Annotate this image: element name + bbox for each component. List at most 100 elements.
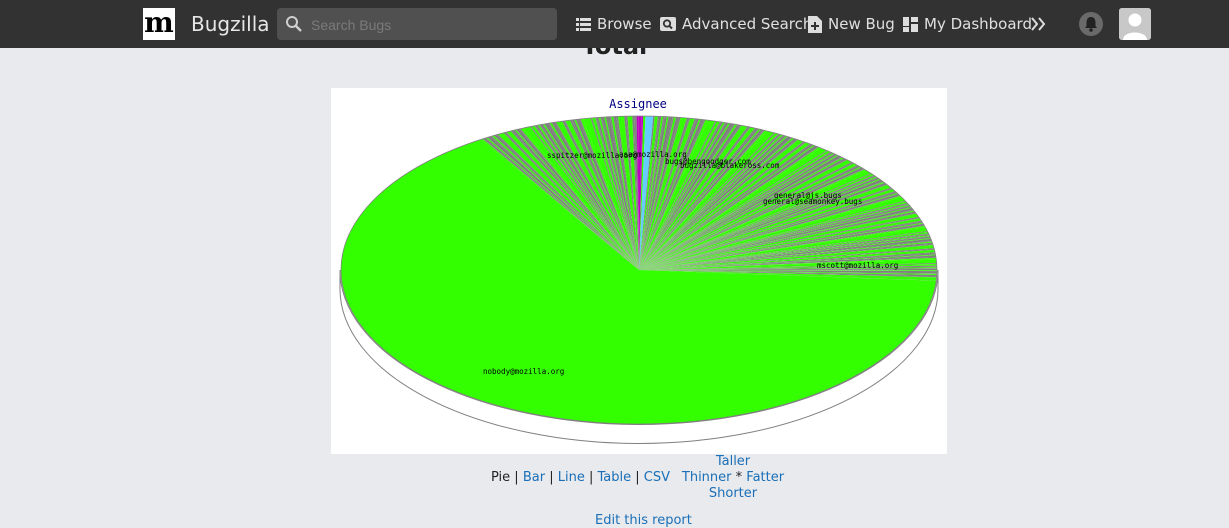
- pie-slice-small: [639, 240, 932, 270]
- pie-slice-small: [639, 176, 878, 270]
- pie-slice-small: [516, 128, 639, 270]
- pie-slice-small: [639, 162, 855, 270]
- slice-label-sspitzer: sspitzer@mozilla.org: [547, 151, 637, 160]
- pie-slice-small: [535, 125, 639, 270]
- pie-slice-small: [493, 134, 639, 270]
- pie-slice-small: [639, 270, 937, 281]
- format-table-link[interactable]: Table: [597, 470, 632, 485]
- pie-slice-small: [639, 132, 776, 270]
- pie-slice-small: [639, 201, 908, 270]
- slice-label-general-seamonkey: general@seamonkey.bugs: [763, 197, 862, 206]
- pie-slice-small: [639, 233, 929, 270]
- pie-slice-small: [503, 132, 639, 270]
- pie-slice-small: [580, 118, 639, 270]
- pie-slice-small: [639, 136, 788, 270]
- pie-slice-small: [548, 123, 639, 270]
- pie-slice-small: [600, 117, 639, 270]
- slice-labels: sspitzer@mozilla.org asa@mozilla.org bug…: [483, 150, 898, 376]
- pie-slice-small: [639, 116, 646, 270]
- nav-my-dashboard[interactable]: My Dashboard: [903, 14, 1032, 34]
- pie-slice-small: [639, 118, 695, 270]
- pie-slice-small: [639, 170, 872, 270]
- nav-browse[interactable]: Browse: [576, 14, 652, 34]
- pie-slice-small: [639, 166, 862, 270]
- pie-slice-small: [639, 116, 664, 270]
- pie-slice-small: [639, 209, 914, 270]
- nav-advanced-search-label: Advanced Search: [682, 15, 813, 33]
- pie-slice-small: [639, 205, 912, 270]
- pie-slice-small: [639, 135, 787, 270]
- pie-slice-nobody: [341, 139, 937, 424]
- pie-slice-small: [639, 241, 933, 270]
- pie-slice-small: [639, 155, 842, 270]
- search-box[interactable]: [277, 8, 557, 42]
- pie-slice-small: [639, 270, 937, 274]
- bugzilla-logo[interactable]: m: [143, 6, 175, 40]
- pie-slice-small: [562, 120, 639, 270]
- pie-slice-small: [639, 143, 812, 270]
- brand-name[interactable]: Bugzilla: [191, 12, 270, 36]
- pie-slice-small: [639, 184, 891, 270]
- pie-slice-small: [639, 242, 933, 270]
- size-separator: *: [735, 470, 743, 485]
- user-avatar-button[interactable]: [1119, 8, 1151, 40]
- thinner-link[interactable]: Thinner: [681, 470, 732, 485]
- pie-slice-small: [639, 254, 936, 270]
- nav-new-bug[interactable]: New Bug: [808, 14, 895, 34]
- pie-slice-small: [639, 127, 755, 270]
- pie-slice-small: [639, 270, 937, 275]
- pie-slice-small: [639, 270, 937, 278]
- pie-slice-small: [639, 189, 895, 270]
- double-chevron-right-icon[interactable]: [1030, 14, 1046, 34]
- notifications-button[interactable]: [1079, 12, 1103, 36]
- format-line-link[interactable]: Line: [557, 470, 585, 485]
- pie-slice-small: [485, 137, 639, 270]
- pie-slice-small: [639, 181, 885, 270]
- pie-slice-small: [639, 195, 901, 270]
- pie-slice-small: [487, 136, 639, 270]
- slice-label-asa: asa@mozilla.org: [619, 150, 687, 159]
- slice-label-nobody: nobody@mozilla.org: [483, 367, 564, 376]
- new-bug-icon: [808, 15, 822, 33]
- pie-slice-small: [639, 197, 906, 270]
- pie-slice-small: [639, 257, 937, 270]
- pie-slice-small: [639, 150, 831, 270]
- nav-advanced-search[interactable]: Advanced Search: [660, 14, 812, 34]
- pie-slice-small: [481, 138, 639, 270]
- pie-slice-small: [639, 152, 833, 270]
- pie-slice-small: [609, 116, 639, 270]
- pie-slice-small: [639, 116, 673, 270]
- pie-slice-small: [639, 118, 697, 270]
- pie-slice-small: [582, 118, 639, 271]
- pie-slice-small: [632, 116, 639, 270]
- pie-slice-small: [639, 116, 658, 270]
- shorter-link[interactable]: Shorter: [708, 486, 758, 501]
- pie-slice-small: [617, 116, 639, 270]
- slice-label-mscott: mscott@mozilla.org: [817, 261, 898, 270]
- pie-slice-small: [639, 244, 934, 270]
- pie-slice-small: [639, 184, 888, 270]
- pie-slice-small: [639, 200, 906, 270]
- pie-slice-small: [537, 124, 639, 270]
- pie-slice-small: [639, 179, 881, 270]
- taller-link[interactable]: Taller: [715, 454, 751, 469]
- pie-slice-small: [554, 122, 639, 270]
- pie-slice-small: [510, 130, 639, 270]
- pie-slice-small: [639, 259, 937, 270]
- pie-slice-small: [639, 159, 848, 270]
- pie-slice-small: [639, 249, 936, 270]
- pie-slice-small: [520, 128, 639, 270]
- pie-slice-small: [639, 182, 887, 270]
- format-csv-link[interactable]: CSV: [643, 470, 670, 485]
- pie-slice-small: [590, 117, 639, 270]
- pie-slice-small: [639, 142, 807, 270]
- pie-slice-small: [639, 263, 937, 270]
- pie-slice-small: [639, 151, 832, 270]
- search-input[interactable]: [309, 8, 553, 42]
- pie-slice-small: [549, 122, 639, 270]
- dashboard-icon: [903, 16, 918, 32]
- fatter-link[interactable]: Fatter: [746, 470, 785, 485]
- pie-slices: [340, 115, 938, 425]
- format-bar-link[interactable]: Bar: [522, 470, 546, 485]
- pie-slice-small: [639, 221, 923, 270]
